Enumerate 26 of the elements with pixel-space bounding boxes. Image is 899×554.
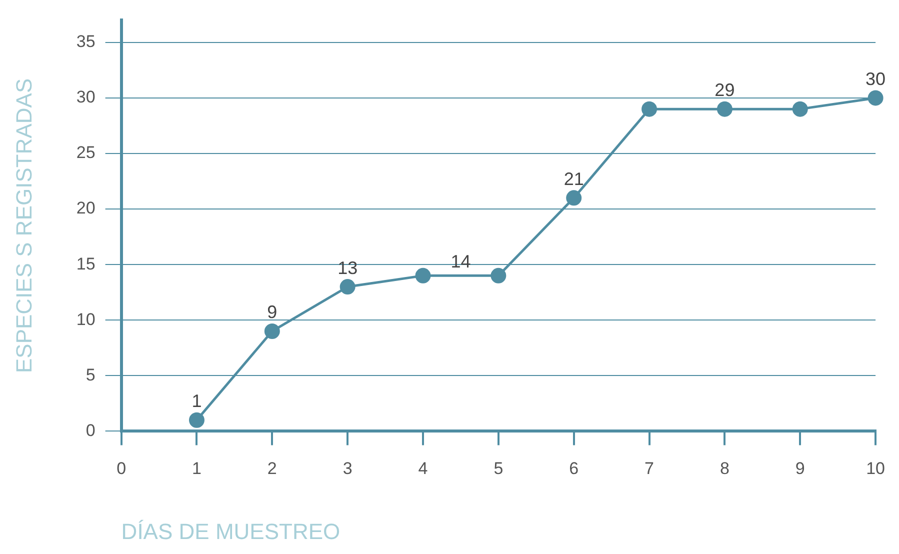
x-axis-title: DÍAS DE MUESTREO	[121, 518, 340, 544]
x-tick-label: 8	[720, 459, 730, 478]
x-tick-label: 6	[569, 459, 579, 478]
y-axis-title: ESPECIES S REGISTRADAS	[11, 78, 36, 374]
y-tick-label: 0	[86, 420, 96, 440]
data-label: 9	[267, 302, 278, 322]
y-tick-label: 10	[76, 310, 96, 329]
x-tick-label: 1	[192, 459, 202, 478]
x-tick-label: 5	[494, 459, 504, 478]
data-label: 21	[564, 168, 584, 189]
data-label: 1	[192, 391, 202, 412]
x-tick-label: 9	[795, 459, 805, 478]
y-tick-label: 15	[76, 254, 96, 274]
y-tick-label: 35	[76, 32, 96, 52]
x-tick-label: 0	[116, 459, 126, 478]
x-tick-label: 4	[418, 459, 428, 478]
x-tick-label: 7	[644, 459, 654, 478]
x-tick-label: 2	[267, 459, 277, 478]
data-label: 30	[866, 68, 886, 89]
y-tick-label: 5	[86, 365, 96, 384]
data-label: 29	[714, 80, 735, 100]
y-tick-label: 30	[76, 88, 96, 107]
y-tick-label: 25	[76, 143, 96, 162]
y-tick-label: 20	[76, 198, 96, 218]
x-tick-label: 10	[866, 459, 886, 478]
x-tick-label: 3	[342, 459, 352, 478]
